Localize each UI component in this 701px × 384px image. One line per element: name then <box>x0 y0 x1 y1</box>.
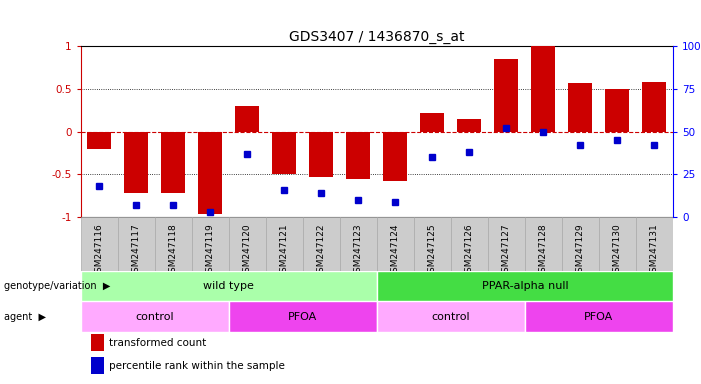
Bar <box>124 131 148 193</box>
Bar <box>272 131 297 174</box>
Text: GSM247125: GSM247125 <box>428 223 437 278</box>
Bar <box>229 217 266 271</box>
Bar <box>569 83 592 131</box>
Text: PPAR-alpha null: PPAR-alpha null <box>482 281 569 291</box>
Bar <box>266 217 303 271</box>
Text: GSM247123: GSM247123 <box>354 223 363 278</box>
Bar <box>377 301 525 332</box>
Text: PFOA: PFOA <box>585 312 613 322</box>
Bar <box>87 131 111 149</box>
Bar <box>309 131 333 177</box>
Bar <box>383 131 407 181</box>
Bar <box>457 119 482 131</box>
Text: GSM247121: GSM247121 <box>280 223 289 278</box>
Bar <box>229 301 376 332</box>
Bar <box>303 217 340 271</box>
Bar <box>377 217 414 271</box>
Bar <box>161 131 185 193</box>
Bar <box>562 217 599 271</box>
Text: percentile rank within the sample: percentile rank within the sample <box>109 361 285 371</box>
Text: genotype/variation  ▶: genotype/variation ▶ <box>4 281 110 291</box>
Bar <box>81 271 377 301</box>
Bar <box>451 217 488 271</box>
Text: GSM247122: GSM247122 <box>317 223 326 278</box>
Bar <box>414 217 451 271</box>
Bar <box>81 217 118 271</box>
Text: control: control <box>135 312 174 322</box>
Text: GSM247126: GSM247126 <box>465 223 474 278</box>
Text: agent  ▶: agent ▶ <box>4 312 46 322</box>
Text: GSM247129: GSM247129 <box>576 223 585 278</box>
Text: GSM247131: GSM247131 <box>650 223 659 278</box>
Bar <box>599 217 636 271</box>
Text: GSM247119: GSM247119 <box>205 223 215 278</box>
Bar <box>525 301 673 332</box>
Bar <box>191 217 229 271</box>
Bar <box>488 217 525 271</box>
Bar <box>118 217 155 271</box>
Bar <box>606 89 629 131</box>
Bar <box>81 301 229 332</box>
Text: GSM247128: GSM247128 <box>539 223 548 278</box>
Bar <box>531 46 555 131</box>
Text: transformed count: transformed count <box>109 338 206 348</box>
Text: control: control <box>432 312 470 322</box>
Text: GSM247117: GSM247117 <box>132 223 141 278</box>
Bar <box>494 59 519 131</box>
Text: GSM247124: GSM247124 <box>390 223 400 278</box>
Bar <box>235 106 259 131</box>
Text: GSM247120: GSM247120 <box>243 223 252 278</box>
Bar <box>377 271 673 301</box>
Bar <box>198 131 222 214</box>
Text: PFOA: PFOA <box>288 312 318 322</box>
Bar <box>421 113 444 131</box>
Bar <box>525 217 562 271</box>
Bar <box>642 82 667 131</box>
Text: GSM247130: GSM247130 <box>613 223 622 278</box>
Text: GSM247116: GSM247116 <box>95 223 104 278</box>
Text: wild type: wild type <box>203 281 254 291</box>
Title: GDS3407 / 1436870_s_at: GDS3407 / 1436870_s_at <box>289 30 465 44</box>
Bar <box>155 217 191 271</box>
Text: GSM247127: GSM247127 <box>502 223 511 278</box>
Text: GSM247118: GSM247118 <box>169 223 177 278</box>
Bar <box>346 131 370 179</box>
Bar <box>340 217 377 271</box>
Bar <box>636 217 673 271</box>
